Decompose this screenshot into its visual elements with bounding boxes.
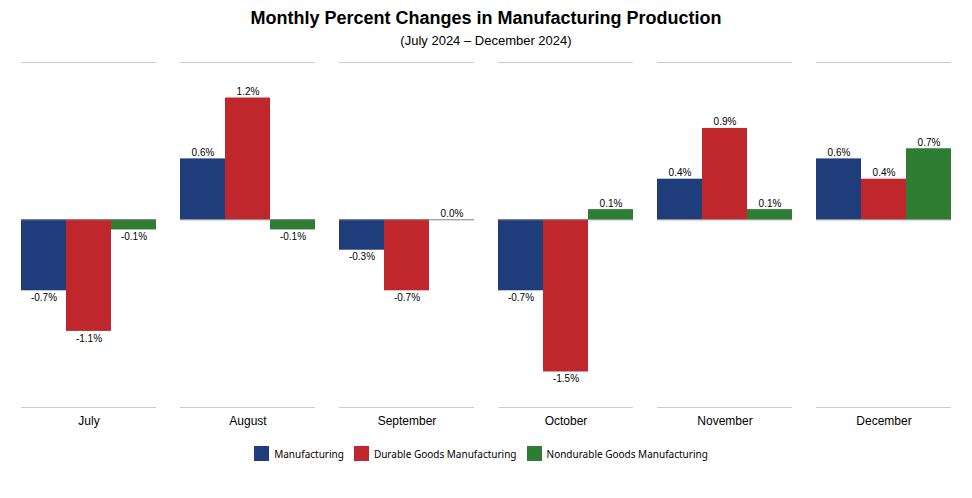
svg-text:-1.5%: -1.5% bbox=[553, 373, 579, 384]
svg-text:-0.7%: -0.7% bbox=[508, 292, 534, 303]
svg-text:September: September bbox=[378, 414, 437, 428]
svg-text:July: July bbox=[78, 414, 99, 428]
svg-text:-0.3%: -0.3% bbox=[349, 251, 375, 262]
svg-text:-0.7%: -0.7% bbox=[31, 292, 57, 303]
html-text:(July 2024 – December 2024): (July 2024 – December 2024) bbox=[400, 33, 572, 48]
svg-text:-1.1%: -1.1% bbox=[76, 332, 102, 343]
svg-text:August: August bbox=[229, 414, 267, 428]
svg-text:0.4%: 0.4% bbox=[669, 167, 692, 178]
html-text:Monthly Percent Changes in Man: Monthly Percent Changes in Manufacturing… bbox=[250, 8, 722, 28]
svg-text:0.7%: 0.7% bbox=[918, 137, 941, 148]
svg-text:1.2%: 1.2% bbox=[237, 86, 260, 97]
svg-text:0.1%: 0.1% bbox=[600, 198, 623, 209]
svg-text:-0.7%: -0.7% bbox=[394, 292, 420, 303]
svg-text:0.6%: 0.6% bbox=[192, 147, 215, 158]
svg-text:December: December bbox=[856, 414, 911, 428]
svg-text:0.4%: 0.4% bbox=[873, 167, 896, 178]
html-text:Durable Goods Manufacturing: Durable Goods Manufacturing bbox=[373, 446, 517, 461]
svg-text:0.0%: 0.0% bbox=[441, 208, 464, 219]
svg-text:October: October bbox=[545, 414, 588, 428]
html-text:Nondurable Goods Manufacturing: Nondurable Goods Manufacturing bbox=[546, 446, 708, 461]
svg-text:0.6%: 0.6% bbox=[828, 147, 851, 158]
svg-text:0.1%: 0.1% bbox=[759, 198, 782, 209]
svg-text:November: November bbox=[697, 414, 752, 428]
svg-text:-0.1%: -0.1% bbox=[121, 231, 147, 242]
svg-text:-0.1%: -0.1% bbox=[280, 231, 306, 242]
html-text:Manufacturing: Manufacturing bbox=[274, 446, 344, 461]
svg-text:0.9%: 0.9% bbox=[714, 116, 737, 127]
